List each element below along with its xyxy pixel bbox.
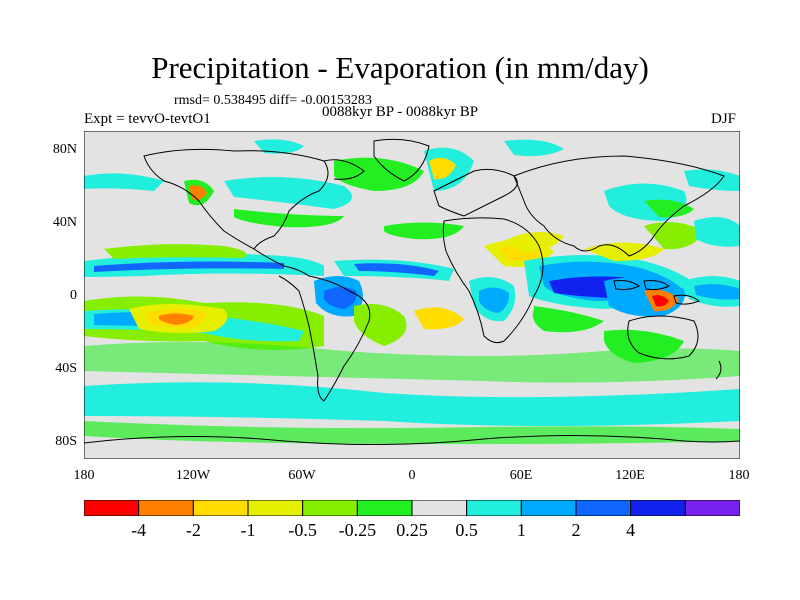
colorbar-swatch (466, 500, 522, 516)
colorbar-label: 4 (626, 520, 636, 540)
colorbar-swatch (684, 500, 740, 516)
stats-label: rmsd= 0.538495 diff= -0.00153283 (174, 93, 372, 108)
x-axis-label: 60E (509, 468, 533, 483)
y-axis-label: 40N (52, 215, 77, 230)
colorbar-swatch (630, 500, 686, 516)
plot-title: Precipitation - Evaporation (in mm/day) (151, 50, 649, 85)
colorbar-swatch (520, 500, 577, 516)
colorbar-label: -0.5 (288, 520, 317, 540)
y-axis-label: 40S (55, 361, 77, 376)
colorbar-swatch (247, 500, 304, 516)
x-axis-label: 120E (615, 468, 645, 483)
colorbar-label: 0.25 (396, 520, 428, 540)
colorbar-label: -0.25 (338, 520, 377, 540)
x-axis-label: 60W (288, 468, 316, 483)
colorbar-label: -1 (240, 520, 256, 540)
x-axis-label: 0 (408, 468, 416, 483)
y-axis-label: 80N (52, 142, 77, 157)
colorbar-swatch (84, 500, 140, 516)
period-label: 0088kyr BP - 0088kyr BP (322, 104, 479, 120)
world-map (84, 131, 740, 459)
colorbar-swatch (575, 500, 632, 516)
colorbar-label: 2 (571, 520, 581, 540)
y-axis-label: 0 (70, 288, 77, 303)
colorbar (84, 500, 740, 516)
season-label: DJF (711, 111, 737, 127)
x-axis-label: 180 (728, 468, 750, 483)
colorbar-swatch (356, 500, 413, 516)
colorbar-label: 1 (516, 520, 526, 540)
colorbar-label: -2 (185, 520, 201, 540)
experiment-label: Expt = tevvO-tevtO1 (84, 111, 211, 127)
colorbar-label: -4 (131, 520, 147, 540)
colorbar-label: 0.5 (455, 520, 478, 540)
x-axis-label: 180 (73, 468, 95, 483)
colorbar-swatch (138, 500, 194, 516)
colorbar-swatch (411, 500, 468, 516)
colorbar-swatch (302, 500, 358, 516)
precipitation-field (84, 139, 740, 445)
x-axis-label: 120W (175, 468, 211, 483)
y-axis-label: 80S (55, 434, 77, 449)
colorbar-swatch (192, 500, 249, 516)
coastlines (84, 138, 740, 446)
